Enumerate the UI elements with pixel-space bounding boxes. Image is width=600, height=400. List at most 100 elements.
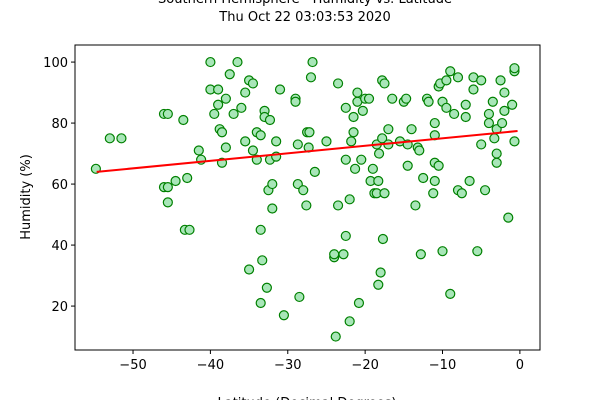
point (460, 111, 471, 123)
point (205, 56, 216, 68)
point (503, 212, 514, 223)
point (220, 142, 231, 153)
point (441, 75, 452, 86)
point (257, 255, 268, 266)
point (290, 96, 301, 107)
point (456, 188, 467, 199)
point (464, 175, 475, 187)
point (182, 172, 193, 184)
point (423, 96, 434, 107)
point (414, 145, 425, 156)
point (344, 316, 355, 327)
point (255, 130, 266, 141)
point (483, 117, 495, 129)
x-tick-label: −40 (197, 358, 224, 373)
point (491, 148, 502, 159)
point (496, 117, 508, 129)
point (240, 136, 251, 147)
point (274, 84, 286, 95)
point (375, 267, 386, 278)
point (410, 200, 421, 211)
point (509, 63, 520, 74)
chart-title: Southern Hemisphere - Humidity vs. Latit… (158, 0, 452, 7)
point (509, 136, 520, 147)
point (193, 145, 204, 156)
point (479, 185, 491, 196)
x-tick-label: −10 (429, 358, 456, 373)
point (213, 84, 224, 95)
point (261, 282, 272, 293)
point (356, 154, 367, 165)
point (401, 93, 412, 104)
point (483, 108, 495, 120)
point (228, 108, 239, 120)
point (220, 93, 231, 104)
point (340, 154, 351, 165)
point (495, 75, 506, 86)
point (437, 246, 448, 257)
point (267, 178, 278, 190)
point (307, 56, 318, 68)
point (340, 230, 351, 242)
point (330, 331, 341, 342)
point (240, 87, 251, 98)
point (232, 56, 243, 68)
point (209, 108, 220, 120)
point (294, 291, 305, 303)
point (377, 133, 388, 144)
point (476, 75, 487, 86)
point (104, 133, 115, 144)
point (353, 297, 365, 309)
point (445, 288, 456, 299)
point (402, 160, 413, 171)
point (406, 124, 417, 135)
point (184, 224, 195, 235)
y-tick-label: 40 (51, 239, 68, 254)
point (507, 99, 518, 110)
point (373, 148, 385, 159)
point (162, 108, 173, 120)
point (367, 163, 378, 174)
point (278, 310, 290, 321)
point (357, 105, 368, 116)
point (340, 102, 351, 113)
plot-frame (74, 44, 541, 351)
point (301, 200, 312, 211)
trend-line (96, 130, 518, 173)
point (348, 111, 359, 123)
point (321, 136, 332, 147)
point (255, 297, 266, 309)
point (472, 246, 483, 257)
y-axis-label: Humidity (%) (19, 154, 34, 240)
point (224, 69, 235, 80)
x-axis-label: Latitude (Decimal Degrees) (217, 396, 396, 400)
point (338, 249, 349, 260)
point (441, 102, 452, 113)
point (332, 78, 344, 89)
point (271, 136, 282, 147)
point (304, 127, 315, 138)
point (499, 105, 510, 116)
point (373, 279, 384, 290)
point (491, 157, 502, 168)
point (349, 163, 361, 174)
point (243, 264, 255, 275)
x-tick-label: −50 (119, 358, 146, 373)
point (298, 185, 309, 196)
point (236, 102, 247, 113)
chart-subtitle: Thu Oct 22 03:03:53 2020 (218, 10, 390, 25)
point (383, 124, 394, 135)
point (487, 96, 498, 107)
point (387, 93, 398, 104)
point (348, 127, 359, 138)
point (429, 117, 440, 129)
point (305, 72, 317, 83)
point (429, 175, 440, 187)
point (247, 78, 259, 89)
point (216, 127, 228, 138)
point (476, 139, 487, 150)
point (329, 249, 340, 260)
point (433, 160, 444, 171)
point (415, 249, 426, 260)
